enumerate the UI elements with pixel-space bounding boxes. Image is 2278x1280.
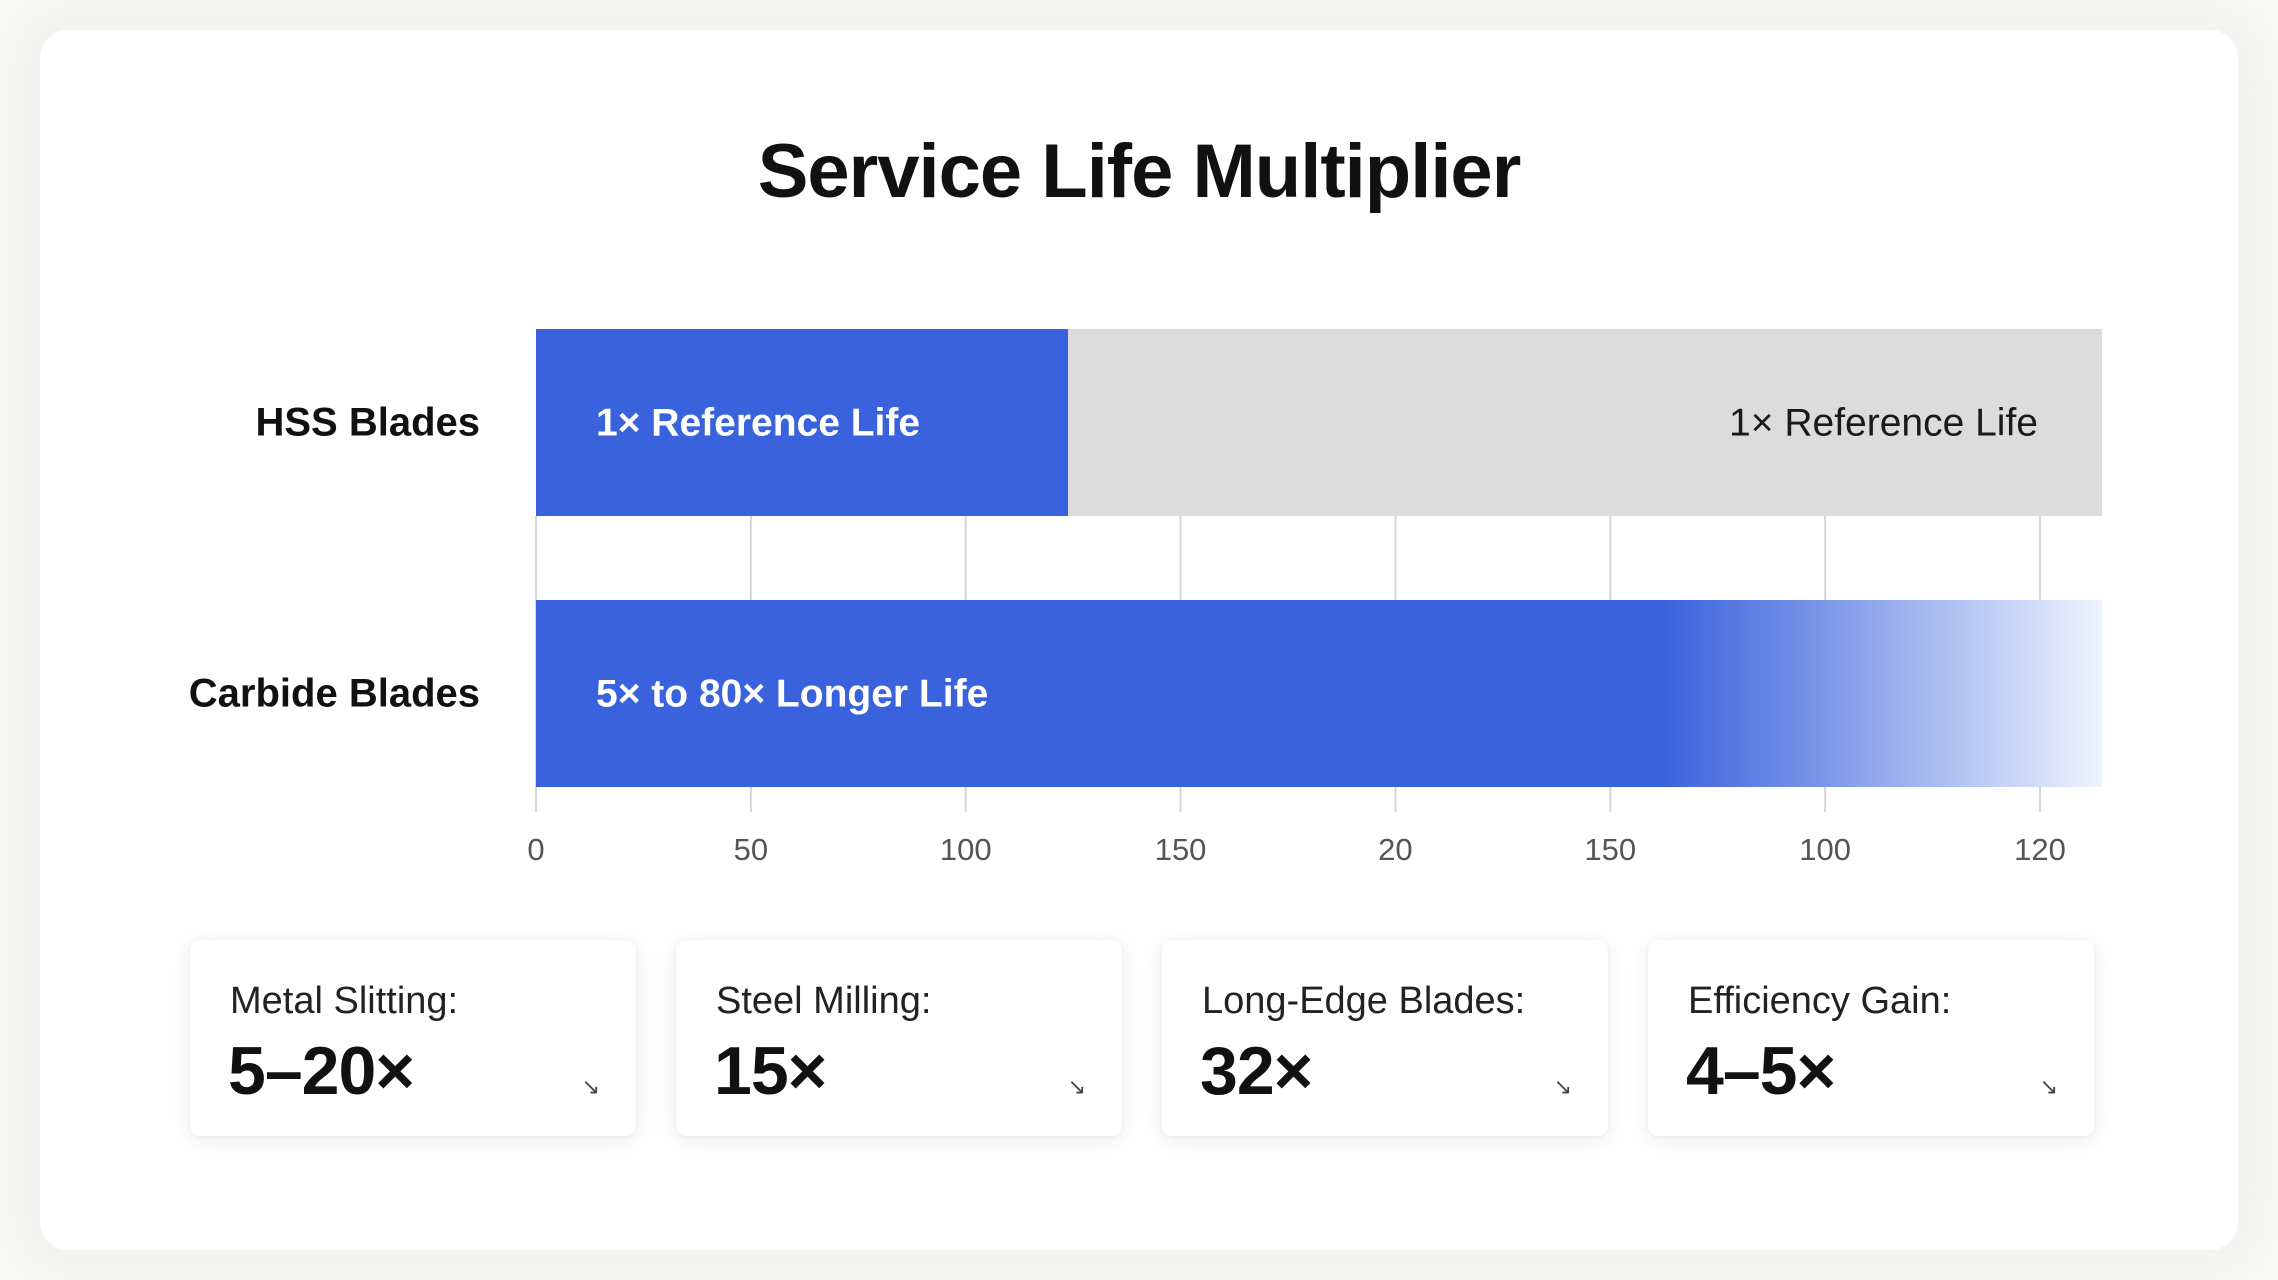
x-tick-label: 50 — [734, 832, 768, 867]
stat-card-value: 32× — [1200, 1033, 1313, 1109]
arrow-down-right-icon: ↘ — [581, 1075, 600, 1100]
stat-cards: Metal Slitting: 5–20× ↘ Steel Milling: 1… — [190, 940, 2102, 1136]
arrow-down-right-icon: ↘ — [1067, 1075, 1086, 1100]
stat-card-label: Long-Edge Blades: — [1202, 980, 1526, 1022]
stat-card-long-edge-blades: Long-Edge Blades: 32× ↘ — [1162, 940, 1608, 1136]
x-tick-label: 150 — [1155, 832, 1207, 867]
bar-chart: 0 50 100 150 20 150 100 120 HSS Blades Carbide Bl… — [189, 329, 2102, 867]
chart-title: Service Life Multiplier — [757, 129, 1522, 214]
stat-card-label: Metal Slitting: — [230, 980, 459, 1022]
x-tick-label: 20 — [1378, 832, 1412, 867]
stat-card-efficiency-gain: Efficiency Gain: 4–5× ↘ — [1648, 940, 2094, 1136]
arrow-down-right-icon: ↘ — [1553, 1075, 1572, 1100]
bar-carbide-blades — [536, 600, 2102, 787]
x-tick-label: 100 — [1799, 832, 1851, 867]
stat-card-steel-milling: Steel Milling: 15× ↘ — [676, 940, 1122, 1136]
x-tick-label: 120 — [2014, 832, 2066, 867]
stat-card-value: 4–5× — [1686, 1033, 1836, 1109]
x-tick-label: 150 — [1584, 832, 1636, 867]
stat-card-metal-slitting: Metal Slitting: 5–20× ↘ — [190, 940, 636, 1136]
bar-label-hss-blades: 1× Reference Life — [596, 402, 920, 445]
arrow-down-right-icon: ↘ — [2039, 1075, 2058, 1100]
stat-card-label: Steel Milling: — [716, 980, 932, 1022]
stat-card-label: Efficiency Gain: — [1688, 980, 1952, 1022]
stat-card-value: 5–20× — [228, 1033, 415, 1109]
category-label: HSS Blades — [255, 401, 480, 445]
x-tick-label: 100 — [940, 832, 992, 867]
x-tick-label: 0 — [527, 832, 544, 867]
bar-hss-blades — [536, 329, 1068, 516]
bar-label-carbide-blades: 5× to 80× Longer Life — [596, 673, 988, 716]
category-label: Carbide Blades — [189, 672, 480, 716]
stat-card-value: 15× — [714, 1033, 827, 1109]
hss-track-label: 1× Reference Life — [1729, 402, 2038, 445]
